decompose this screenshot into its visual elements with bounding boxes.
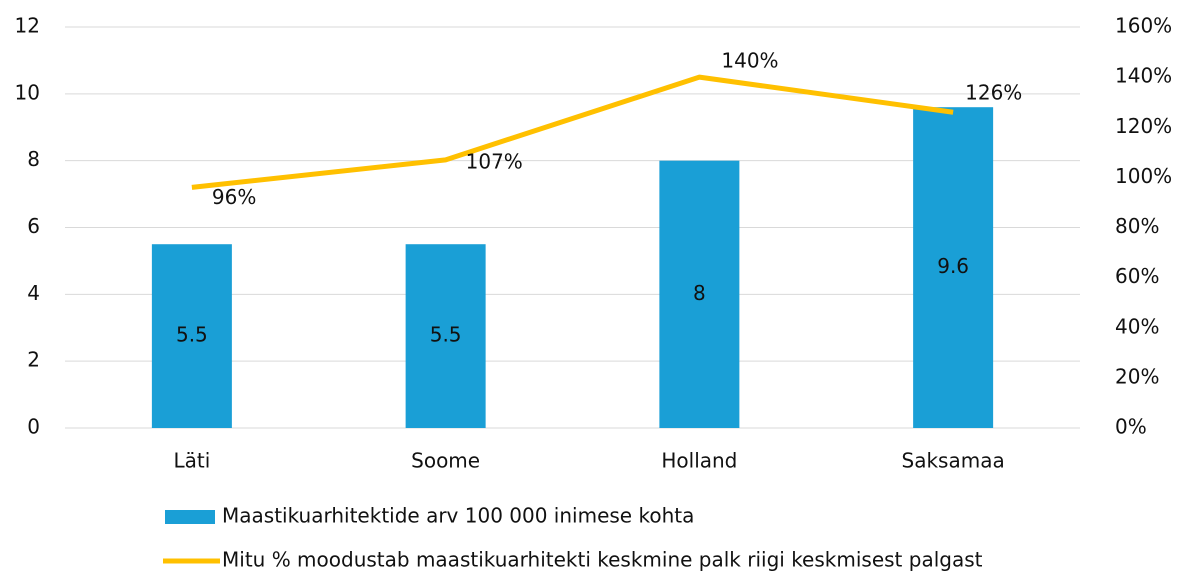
line-value-label: 126%	[965, 81, 1022, 105]
y2-tick-label: 60%	[1115, 264, 1159, 288]
bar-value-label: 8	[693, 281, 706, 305]
bar	[151, 244, 232, 428]
x-tick-label: Saksamaa	[902, 449, 1005, 473]
y-tick-label: 10	[15, 80, 40, 104]
bar	[659, 160, 740, 428]
y-tick-label: 0	[27, 415, 40, 439]
y2-tick-label: 40%	[1115, 314, 1159, 338]
x-tick-label: Soome	[411, 449, 480, 473]
line-value-label: 96%	[212, 185, 256, 209]
legend-label: Maastikuarhitektide arv 100 000 inimese …	[222, 504, 694, 528]
bar	[405, 244, 486, 428]
legend-swatch	[165, 510, 215, 524]
x-tick-label: Holland	[661, 449, 737, 473]
bar	[913, 107, 994, 428]
y2-tick-label: 0%	[1115, 415, 1147, 439]
y2-tick-label: 100%	[1115, 164, 1172, 188]
y2-tick-label: 140%	[1115, 64, 1172, 88]
line-value-label: 140%	[721, 49, 778, 73]
y-tick-label: 2	[27, 348, 40, 372]
y2-tick-label: 160%	[1115, 14, 1172, 38]
line-value-label: 107%	[466, 149, 523, 173]
y2-tick-label: 80%	[1115, 214, 1159, 238]
y-tick-label: 6	[27, 214, 40, 238]
bar-value-label: 9.6	[937, 254, 969, 278]
y-tick-label: 4	[27, 281, 40, 305]
x-tick-label: Läti	[173, 449, 210, 473]
legend-label: Mitu % moodustab maastikuarhitekti keskm…	[222, 548, 983, 572]
y2-tick-label: 20%	[1115, 364, 1159, 388]
line	[191, 74, 954, 190]
bar-value-label: 5.5	[430, 323, 462, 347]
y-tick-label: 12	[15, 14, 40, 38]
bar-value-label: 5.5	[176, 323, 208, 347]
y-tick-label: 8	[27, 147, 40, 171]
y2-tick-label: 120%	[1115, 114, 1172, 138]
